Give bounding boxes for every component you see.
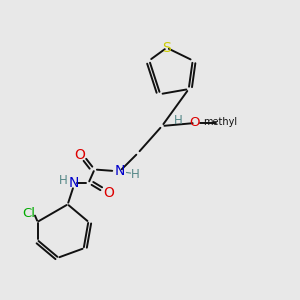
- Text: H: H: [58, 174, 68, 187]
- Text: N: N: [68, 176, 79, 190]
- Text: O: O: [103, 186, 114, 200]
- Text: O: O: [74, 148, 85, 162]
- Text: N: N: [115, 164, 125, 178]
- Text: H: H: [174, 113, 183, 127]
- Text: S: S: [162, 41, 171, 55]
- Text: methyl: methyl: [203, 117, 237, 127]
- Text: H: H: [130, 167, 140, 181]
- Text: Cl: Cl: [22, 207, 35, 220]
- Text: O: O: [190, 116, 200, 130]
